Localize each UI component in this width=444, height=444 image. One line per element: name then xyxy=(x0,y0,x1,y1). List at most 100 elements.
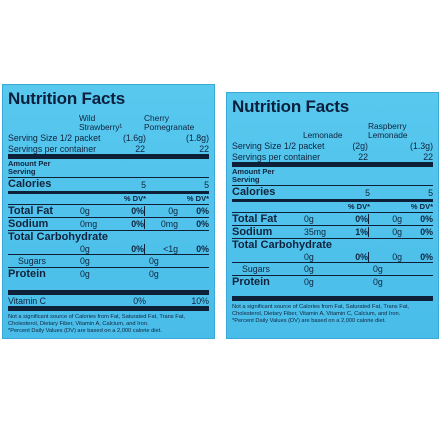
sodium-row: Sodium 35mg 1% 0g 0% xyxy=(232,225,433,238)
protein-label: Protein xyxy=(8,267,46,280)
dv-header-1: % DV* xyxy=(347,202,370,211)
nutrition-panel-right: Nutrition Facts Lemonade Raspberry Lemon… xyxy=(226,92,439,339)
calories-label: Calories xyxy=(232,186,276,198)
protein-row: Protein 0g 0g xyxy=(232,275,433,288)
flavor-header-row: Wild Strawberry¹ Cherry Pomegranate xyxy=(8,110,209,132)
flavor-name-1: Wild Strawberry¹ xyxy=(78,113,123,132)
total-fat-label: Total Fat xyxy=(8,204,54,217)
sodium-value-2: 0mg xyxy=(144,219,178,229)
total-carb-value-1: 0g xyxy=(80,243,90,254)
amount-per-serving-row: Amount Per Serving xyxy=(8,154,209,177)
nutrition-panel-left: Nutrition Facts Wild Strawberry¹ Cherry … xyxy=(2,84,215,339)
sugars-value-1: 0g xyxy=(304,264,314,274)
dv-header-2: % DV* xyxy=(186,194,209,203)
calories-label: Calories xyxy=(8,178,52,190)
total-fat-dv-2: 0% xyxy=(196,206,209,216)
serving-size-value-2: (1.8g) xyxy=(186,132,209,143)
serving-size-value-2: (1.3g) xyxy=(410,140,433,151)
sodium-label: Sodium xyxy=(232,225,273,238)
sugars-label: Sugars xyxy=(242,264,270,274)
calories-value-1: 5 xyxy=(141,179,146,190)
serving-size-label: Serving Size 1/2 packet xyxy=(232,140,325,151)
dv-header-row: % DV* % DV* xyxy=(232,199,433,212)
calories-row: Calories 5 5 xyxy=(8,177,209,191)
calories-value-2: 5 xyxy=(428,187,433,198)
sodium-dv-1: 0% xyxy=(131,219,144,229)
total-carb-dv-2: 0% xyxy=(420,251,433,262)
sugars-value-2: 0g xyxy=(373,264,383,274)
total-fat-dv-1: 0% xyxy=(355,214,368,224)
calories-row: Calories 5 5 xyxy=(232,185,433,199)
sodium-row: Sodium 0mg 0% 0mg 0% xyxy=(8,217,209,230)
serving-size-row: Serving Size 1/2 packet (2g) (1.3g) xyxy=(232,140,433,151)
flavor-name-2: Raspberry Lemonade xyxy=(367,121,408,140)
protein-row: Protein 0g 0g xyxy=(8,267,209,280)
vitamin-c-label: Vitamin C xyxy=(8,295,46,306)
servings-value-2: 22 xyxy=(199,143,209,154)
serving-size-value-1: (2g) xyxy=(352,140,368,151)
dv-header-2: % DV* xyxy=(410,202,433,211)
servings-label: Servings per container xyxy=(8,143,97,154)
vitamin-c-row: Vitamin C 0% 10% xyxy=(8,290,209,306)
protein-value-2: 0g xyxy=(149,269,159,279)
total-carb-label: Total Carbohydrate xyxy=(232,238,333,251)
total-carb-label-row: Total Carbohydrate xyxy=(8,230,209,243)
servings-row: Servings per container 22 22 xyxy=(232,151,433,162)
protein-value-1: 0g xyxy=(80,269,90,279)
flavor-header-row: Lemonade Raspberry Lemonade xyxy=(232,118,433,140)
total-carb-dv-1: 0% xyxy=(131,243,144,254)
total-carb-values-row: 0g 0% <1g 0% xyxy=(8,243,209,254)
amount-per-serving-row: Amount Per Serving xyxy=(232,162,433,185)
total-fat-dv-1: 0% xyxy=(131,206,144,216)
dv-header-row: % DV* % DV* xyxy=(8,191,209,204)
total-carb-value-2: <1g xyxy=(144,243,178,254)
protein-value-2: 0g xyxy=(373,277,383,287)
vitamin-c-value-1: 0% xyxy=(133,295,146,306)
sugars-label: Sugars xyxy=(18,256,46,266)
protein-label: Protein xyxy=(232,275,270,288)
servings-label: Servings per container xyxy=(232,151,321,162)
total-fat-value-2: 0g xyxy=(144,206,178,216)
sugars-row: Sugars 0g 0g xyxy=(8,254,209,267)
sodium-value-1: 0mg xyxy=(80,219,98,229)
sodium-dv-1: 1% xyxy=(355,227,368,237)
total-carb-dv-1: 0% xyxy=(355,251,368,262)
total-fat-label: Total Fat xyxy=(232,212,278,225)
sugars-value-1: 0g xyxy=(80,256,90,266)
servings-row: Servings per container 22 22 xyxy=(8,143,209,154)
serving-size-row: Serving Size 1/2 packet (1.6g) (1.8g) xyxy=(8,132,209,143)
total-carb-value-2: 0g xyxy=(368,251,402,262)
calories-value-1: 5 xyxy=(365,187,370,198)
total-carb-value-1: 0g xyxy=(304,251,314,262)
flavor-name-1: Lemonade xyxy=(302,130,343,140)
sodium-dv-2: 0% xyxy=(196,219,209,229)
amount-per-serving-label: Amount Per Serving xyxy=(232,167,275,184)
sodium-value-1: 35mg xyxy=(304,227,327,237)
total-fat-dv-2: 0% xyxy=(420,214,433,224)
protein-value-1: 0g xyxy=(304,277,314,287)
total-fat-value-1: 0g xyxy=(304,214,314,224)
total-fat-value-1: 0g xyxy=(80,206,90,216)
total-fat-row: Total Fat 0g 0% 0g 0% xyxy=(8,204,209,217)
sodium-value-2: 0g xyxy=(368,227,402,237)
panel-title: Nutrition Facts xyxy=(8,89,125,108)
vitamin-c-value-2: 10% xyxy=(191,295,209,306)
total-carb-dv-2: 0% xyxy=(196,243,209,254)
dv-header-1: % DV* xyxy=(123,194,146,203)
total-fat-value-2: 0g xyxy=(368,214,402,224)
footnote: Not a significant source of Calories fro… xyxy=(232,296,433,325)
servings-value-1: 22 xyxy=(135,143,145,154)
footnote: Not a significant source of Calories fro… xyxy=(8,306,209,335)
servings-value-1: 22 xyxy=(358,151,368,162)
total-carb-values-row: 0g 0% 0g 0% xyxy=(232,251,433,262)
panel-title: Nutrition Facts xyxy=(232,97,349,116)
flavor-name-2: Cherry Pomegranate xyxy=(143,113,195,132)
serving-size-label: Serving Size 1/2 packet xyxy=(8,132,101,143)
sugars-value-2: 0g xyxy=(149,256,159,266)
sugars-row: Sugars 0g 0g xyxy=(232,262,433,275)
amount-per-serving-label: Amount Per Serving xyxy=(8,159,51,176)
total-carb-label: Total Carbohydrate xyxy=(8,230,109,243)
calories-value-2: 5 xyxy=(204,179,209,190)
serving-size-value-1: (1.6g) xyxy=(123,132,146,143)
sodium-label: Sodium xyxy=(8,217,49,230)
